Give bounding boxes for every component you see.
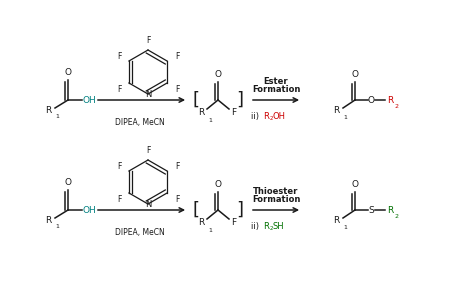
Text: F: F xyxy=(146,146,150,155)
Text: O: O xyxy=(215,70,221,79)
Text: Thioester: Thioester xyxy=(253,187,299,196)
Text: R: R xyxy=(263,112,269,121)
Text: 1: 1 xyxy=(343,224,347,229)
Text: O: O xyxy=(64,68,72,77)
Text: ii): ii) xyxy=(251,112,262,121)
Text: F: F xyxy=(117,52,121,60)
Text: O: O xyxy=(352,180,358,189)
Text: F: F xyxy=(117,84,121,94)
Text: OH: OH xyxy=(83,205,97,215)
Text: R: R xyxy=(387,96,393,104)
Text: R: R xyxy=(198,107,204,117)
Text: ]: ] xyxy=(237,201,244,219)
Text: [: [ xyxy=(192,201,200,219)
Text: R: R xyxy=(333,215,339,224)
Text: R: R xyxy=(45,105,51,115)
Text: Formation: Formation xyxy=(252,85,300,94)
Text: 2: 2 xyxy=(395,104,399,109)
Text: DIPEA, MeCN: DIPEA, MeCN xyxy=(115,228,165,237)
Text: R: R xyxy=(333,105,339,115)
Text: 1: 1 xyxy=(55,223,59,229)
Text: F: F xyxy=(117,194,121,204)
Text: Formation: Formation xyxy=(252,195,300,204)
Text: [: [ xyxy=(192,91,200,109)
Text: F: F xyxy=(175,52,179,60)
Text: O: O xyxy=(64,178,72,187)
Text: DIPEA, MeCN: DIPEA, MeCN xyxy=(115,118,165,127)
Text: OH: OH xyxy=(273,112,286,121)
Text: 1: 1 xyxy=(343,115,347,120)
Text: O: O xyxy=(215,180,221,189)
Text: 2: 2 xyxy=(395,213,399,218)
Text: ii): ii) xyxy=(251,222,262,231)
Text: R: R xyxy=(263,222,269,231)
Text: Ester: Ester xyxy=(264,77,288,86)
Text: 1: 1 xyxy=(55,113,59,118)
Text: 2: 2 xyxy=(270,116,273,121)
Text: F: F xyxy=(175,162,179,170)
Text: R: R xyxy=(387,205,393,215)
Text: S: S xyxy=(368,205,374,215)
Text: R: R xyxy=(45,215,51,224)
Text: ]: ] xyxy=(237,91,244,109)
Text: F: F xyxy=(117,162,121,170)
Text: F: F xyxy=(175,194,179,204)
Text: 1: 1 xyxy=(208,228,212,232)
Text: R: R xyxy=(198,218,204,226)
Text: 2: 2 xyxy=(270,226,273,231)
Text: 1: 1 xyxy=(208,118,212,123)
Text: F: F xyxy=(231,218,236,226)
Text: F: F xyxy=(231,107,236,117)
Text: OH: OH xyxy=(83,96,97,104)
Text: N: N xyxy=(145,89,151,99)
Text: F: F xyxy=(175,84,179,94)
Text: SH: SH xyxy=(273,222,284,231)
Text: N: N xyxy=(145,200,151,208)
Text: F: F xyxy=(146,36,150,44)
Text: O: O xyxy=(367,96,374,104)
Text: O: O xyxy=(352,70,358,79)
